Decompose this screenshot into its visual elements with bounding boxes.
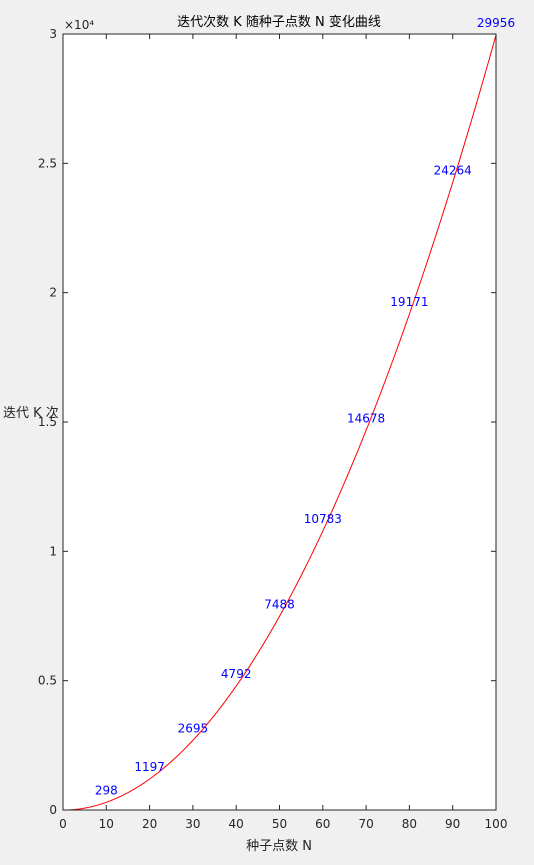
data-labels-layer: 298 1197 2695 4792 7488 10783 14678 19171 24264 2… <box>95 16 515 797</box>
data-label: 29956 <box>477 16 515 30</box>
y-tick-label: 0 <box>49 803 57 817</box>
x-tick-label: 10 <box>99 817 114 831</box>
x-tick-label: 30 <box>185 817 200 831</box>
y-tick-label: 2 <box>49 286 57 300</box>
data-label: 1197 <box>134 760 165 774</box>
plot-frame <box>62 33 497 811</box>
x-tick-label: 100 <box>485 817 508 831</box>
y-axis-label: 迭代 K 次 <box>3 405 59 421</box>
x-axis-label: 种子点数 N <box>246 839 312 854</box>
x-tick-label: 0 <box>59 817 67 831</box>
x-tick-label: 90 <box>445 817 460 831</box>
x-tick-label: 20 <box>142 817 157 831</box>
data-label: 24264 <box>434 163 472 177</box>
plot-area <box>63 34 496 810</box>
x-tick-label: 40 <box>229 817 244 831</box>
x-tick-label: 50 <box>272 817 287 831</box>
y-tick-label: 3 <box>49 27 57 41</box>
y-tick-label: 0.5 <box>38 674 57 688</box>
y-tick-label: 1 <box>49 544 57 558</box>
data-label: 7488 <box>264 597 295 611</box>
data-label: 4792 <box>221 667 252 681</box>
series-line <box>67 35 497 811</box>
x-tick-label: 60 <box>315 817 330 831</box>
data-label: 14678 <box>347 411 385 425</box>
chart-title: 迭代次数 K 随种子点数 N 变化曲线 <box>177 14 381 30</box>
data-label: 19171 <box>390 295 428 309</box>
ticks-layer: 0 10 20 30 40 50 60 70 80 90 100 0 0.5 1 1.5 2 2.5 3 <box>38 27 508 831</box>
data-label: 10783 <box>304 512 342 526</box>
data-label: 2695 <box>178 721 209 735</box>
series-layer <box>67 35 497 811</box>
x-tick-label: 70 <box>358 817 373 831</box>
y-tick-label: 2.5 <box>38 156 57 170</box>
x-tick-label: 80 <box>402 817 417 831</box>
data-label: 298 <box>95 783 118 797</box>
y-axis-exponent: ×10⁴ <box>64 18 94 32</box>
y-tick-label: 1.5 <box>38 415 57 429</box>
